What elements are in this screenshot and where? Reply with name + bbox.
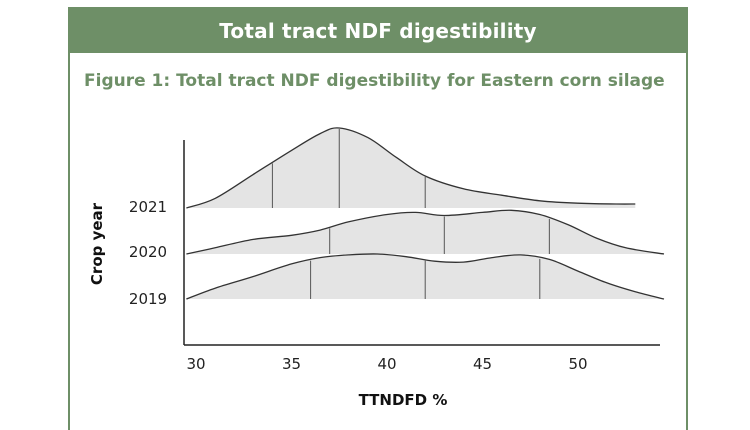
y-label-2019: 2019 — [129, 290, 167, 308]
x-tick-30: 30 — [186, 355, 205, 373]
ridge-baseline-2021 — [185, 208, 681, 210]
x-tick-50: 50 — [568, 355, 587, 373]
ridge-baseline-2019 — [185, 299, 681, 301]
ridge-baseline-2020 — [185, 254, 681, 256]
ridges-group — [185, 127, 681, 301]
y-axis-label: Crop year — [88, 202, 106, 285]
banner-title: Total tract NDF digestibility — [70, 9, 686, 53]
chart-title: Figure 1: Total tract NDF digestibility … — [84, 71, 665, 91]
x-tick-labels: 30 35 40 45 50 — [186, 355, 587, 373]
ridge-area-2020 — [186, 210, 664, 254]
figure-frame: Total tract NDF digestibility Figure 1: … — [68, 7, 688, 430]
ridge-2021 — [185, 127, 681, 210]
ridge-line-2021 — [186, 127, 636, 209]
x-tick-45: 45 — [473, 355, 492, 373]
x-axis-label: TTNDFD % — [359, 391, 448, 409]
x-tick-35: 35 — [282, 355, 301, 373]
ridge-2020 — [185, 209, 681, 256]
ridge-line-2019 — [186, 253, 665, 300]
y-label-2020: 2020 — [129, 243, 167, 261]
y-label-2021: 2021 — [129, 198, 167, 216]
ridge-line-2020 — [186, 209, 665, 255]
ridge-2019 — [185, 253, 681, 301]
x-tick-40: 40 — [377, 355, 396, 373]
y-category-labels: 2021 2020 2019 — [129, 198, 167, 308]
